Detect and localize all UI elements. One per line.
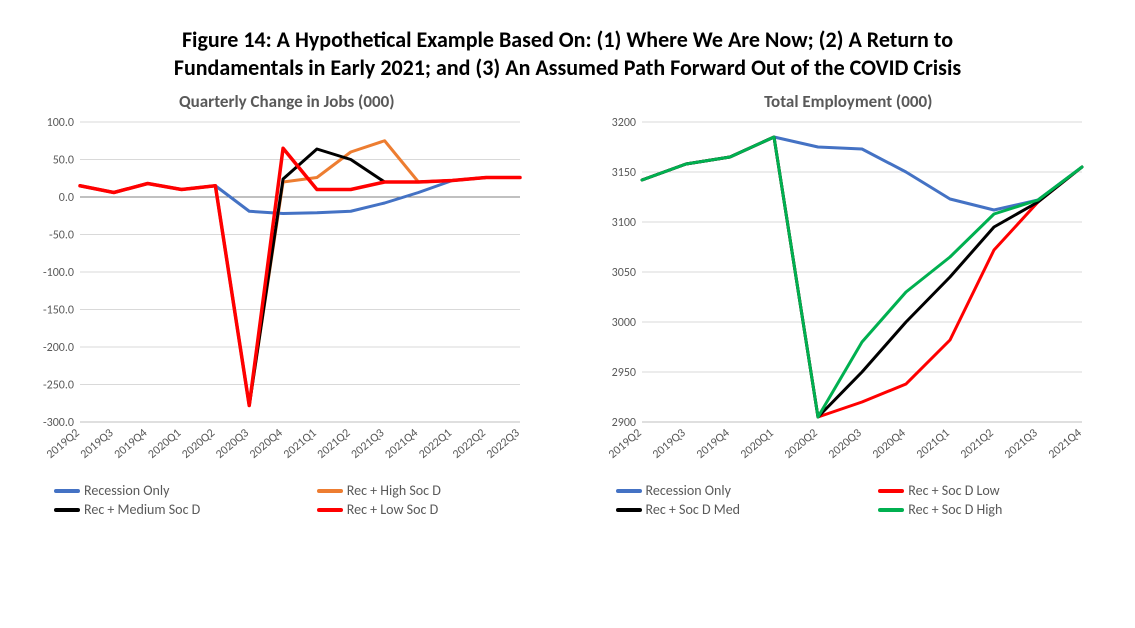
svg-text:2021Q3: 2021Q3 [1002, 426, 1040, 461]
svg-text:2019Q4: 2019Q4 [112, 426, 150, 461]
left-legend-item: Rec + Medium Soc D [54, 501, 317, 518]
left-panel: Quarterly Change in Jobs (000) -300.0 -25… [24, 91, 550, 520]
right-chart-svg: 29002950300030503100315032002019Q22019Q3… [586, 116, 1090, 480]
svg-text:2019Q2: 2019Q2 [606, 426, 644, 461]
right-panel: Total Employment (000) 29002950300030503… [586, 91, 1112, 520]
svg-text:-50.0: -50.0 [49, 229, 74, 243]
svg-text:-250.0: -250.0 [43, 379, 74, 393]
svg-text:-300.0: -300.0 [43, 416, 74, 430]
svg-text:3150: 3150 [611, 166, 635, 180]
legend-swatch [878, 508, 904, 512]
svg-text:0.0: 0.0 [59, 191, 74, 205]
svg-text:3200: 3200 [611, 116, 635, 130]
svg-text:2021Q4: 2021Q4 [1046, 426, 1084, 461]
legend-label: Rec + High Soc D [347, 482, 441, 499]
right-legend-item: Rec + Soc D Low [878, 482, 1135, 499]
svg-text:2021Q4: 2021Q4 [383, 426, 421, 461]
svg-text:2019Q3: 2019Q3 [650, 426, 688, 461]
svg-text:-150.0: -150.0 [43, 304, 74, 318]
legend-swatch [317, 489, 343, 493]
left-chart: -300.0 -250.0 -200.0 -150.0 -100.0 -50.0 0.0 50… [24, 116, 550, 480]
right-legend-item: Rec + Soc D High [878, 501, 1135, 518]
legend-label: Recession Only [84, 482, 169, 499]
svg-text:3100: 3100 [611, 216, 635, 230]
svg-text:2020Q4: 2020Q4 [247, 426, 285, 461]
svg-text:2019Q2: 2019Q2 [44, 426, 82, 461]
panels-row: Quarterly Change in Jobs (000) -300.0 -25… [24, 91, 1111, 520]
figure-page: Figure 14: A Hypothetical Example Based … [0, 0, 1135, 628]
legend-swatch [317, 508, 343, 512]
svg-text:2021Q3: 2021Q3 [349, 426, 387, 461]
svg-text:2020Q3: 2020Q3 [826, 426, 864, 461]
svg-text:2950: 2950 [611, 366, 635, 380]
svg-text:2022Q2: 2022Q2 [450, 426, 488, 461]
svg-text:2020Q4: 2020Q4 [870, 426, 908, 461]
svg-text:-100.0: -100.0 [43, 266, 74, 280]
svg-text:2021Q1: 2021Q1 [281, 426, 319, 461]
svg-text:2022Q1: 2022Q1 [416, 426, 454, 461]
svg-text:2019Q3: 2019Q3 [78, 426, 116, 461]
svg-text:2020Q2: 2020Q2 [179, 426, 217, 461]
right-chart: 29002950300030503100315032002019Q22019Q3… [586, 116, 1112, 480]
left-legend: Recession Only Rec + High Soc D Rec + Medi… [0, 482, 580, 520]
svg-text:100.0: 100.0 [47, 116, 74, 130]
svg-text:2021Q2: 2021Q2 [958, 426, 996, 461]
svg-text:2022Q3: 2022Q3 [484, 426, 522, 461]
legend-label: Recession Only [646, 482, 731, 499]
svg-text:2021Q1: 2021Q1 [914, 426, 952, 461]
legend-label: Rec + Soc D High [908, 501, 1002, 518]
svg-text:2020Q1: 2020Q1 [146, 426, 184, 461]
left-panel-title: Quarterly Change in Jobs (000) [179, 91, 395, 112]
svg-text:50.0: 50.0 [53, 154, 74, 168]
svg-text:2020Q2: 2020Q2 [782, 426, 820, 461]
right-panel-title: Total Employment (000) [764, 91, 932, 112]
svg-text:3000: 3000 [611, 316, 635, 330]
svg-text:2021Q2: 2021Q2 [315, 426, 353, 461]
legend-label: Rec + Medium Soc D [84, 501, 200, 518]
figure-title: Figure 14: A Hypothetical Example Based … [54, 26, 1081, 81]
legend-label: Rec + Low Soc D [347, 501, 438, 518]
legend-label: Rec + Soc D Low [908, 482, 999, 499]
left-legend-item: Rec + Low Soc D [317, 501, 580, 518]
left-legend-item: Rec + High Soc D [317, 482, 580, 499]
figure-title-line2: Fundamentals in Early 2021; and (3) An A… [54, 54, 1081, 82]
right-legend-item: Recession Only [616, 482, 879, 499]
svg-text:3050: 3050 [611, 266, 635, 280]
legend-label: Rec + Soc D Med [646, 501, 741, 518]
right-legend: Recession Only Rec + Soc D Low Rec + Soc D… [556, 482, 1135, 520]
left-legend-item: Recession Only [54, 482, 317, 499]
legend-swatch [54, 508, 80, 512]
svg-text:-200.0: -200.0 [43, 341, 74, 355]
left-chart-svg: -300.0 -250.0 -200.0 -150.0 -100.0 -50.0 0.0 50… [24, 116, 528, 480]
legend-swatch [616, 489, 642, 493]
legend-swatch [54, 489, 80, 493]
svg-text:2019Q4: 2019Q4 [694, 426, 732, 461]
figure-title-line1: Figure 14: A Hypothetical Example Based … [54, 26, 1081, 54]
svg-text:2020Q3: 2020Q3 [213, 426, 251, 461]
legend-swatch [878, 489, 904, 493]
right-legend-item: Rec + Soc D Med [616, 501, 879, 518]
svg-text:2020Q1: 2020Q1 [738, 426, 776, 461]
legend-swatch [616, 508, 642, 512]
